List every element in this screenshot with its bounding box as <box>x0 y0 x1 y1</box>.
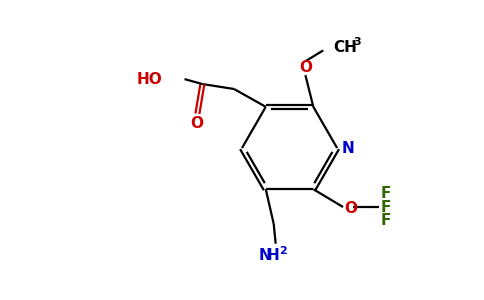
Text: CH: CH <box>333 40 357 55</box>
Text: F: F <box>381 200 391 214</box>
Text: O: O <box>190 116 203 131</box>
Text: 3: 3 <box>353 38 361 47</box>
Text: HO: HO <box>137 72 163 87</box>
Text: H: H <box>266 248 279 263</box>
Text: O: O <box>344 200 357 215</box>
Text: N: N <box>258 248 271 263</box>
Text: F: F <box>381 213 391 228</box>
Text: N: N <box>342 140 355 155</box>
Text: 2: 2 <box>279 246 287 256</box>
Text: F: F <box>381 186 391 201</box>
Text: O: O <box>299 60 312 75</box>
